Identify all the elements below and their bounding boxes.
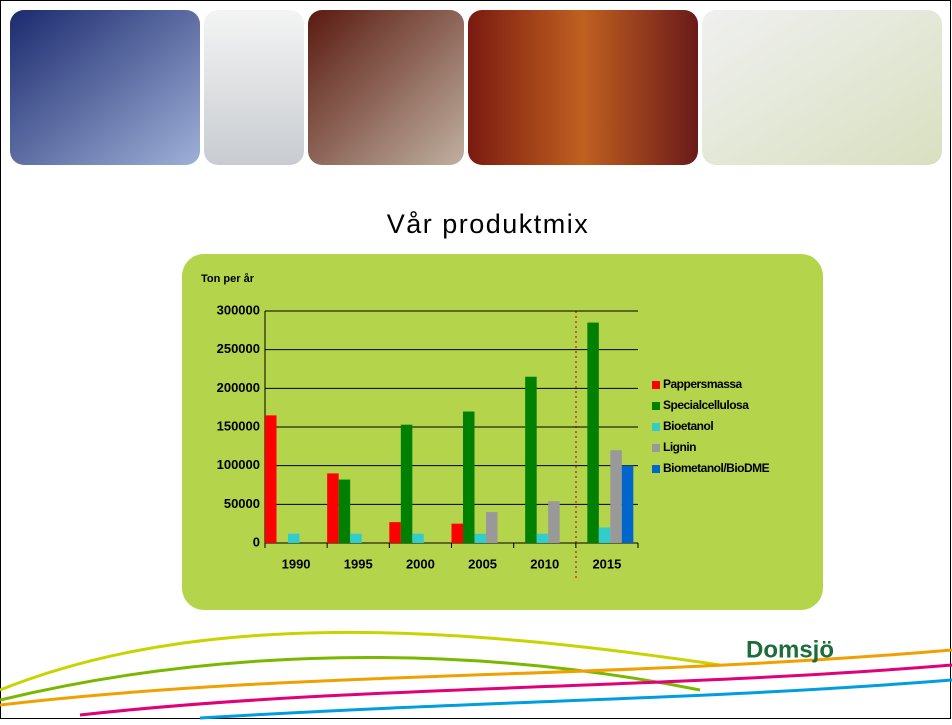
legend-label: Pappersmassa (663, 377, 743, 391)
bar (599, 528, 611, 543)
bar (327, 473, 339, 543)
x-tick-label: 2010 (530, 556, 559, 571)
x-tick-label: 1995 (344, 556, 373, 571)
bar (389, 522, 401, 543)
legend-swatch (652, 423, 660, 431)
y-tick-label: 100000 (217, 457, 260, 472)
bar (339, 480, 351, 543)
y-tick-label: 300000 (217, 302, 260, 317)
y-tick-label: 200000 (217, 380, 260, 395)
bar (452, 524, 464, 543)
x-tick-label: 2015 (592, 556, 621, 571)
bar (486, 512, 498, 543)
bar (525, 377, 537, 543)
chart-panel (182, 254, 823, 610)
legend-label: Specialcellulosa (663, 398, 749, 412)
bar (288, 534, 300, 543)
bar (537, 534, 549, 543)
legend-label: Biometanol/BioDME (663, 461, 770, 475)
legend-swatch (652, 465, 660, 473)
y-tick-label: 50000 (224, 496, 260, 511)
x-tick-label: 2005 (468, 556, 497, 571)
bar (463, 412, 475, 543)
banner (10, 10, 942, 165)
slide: Vår produktmix Ton per år Domsjö 0 50000 1… (0, 0, 952, 720)
bar (610, 450, 622, 543)
legend-swatch (652, 444, 660, 452)
bar (412, 534, 424, 543)
legend-label: Bioetanol (663, 419, 713, 433)
bar (475, 534, 487, 543)
bar (587, 323, 599, 543)
legend-label: Lignin (663, 440, 696, 454)
legend-swatch (652, 381, 660, 389)
bar (265, 415, 277, 543)
legend-swatch (652, 402, 660, 410)
y-tick-label: 150000 (217, 418, 260, 433)
x-tick-label: 1990 (282, 556, 311, 571)
x-tick-label: 2000 (406, 556, 435, 571)
bar (401, 425, 413, 543)
y-axis-label: Ton per år (201, 273, 255, 285)
slide-title: Vår produktmix (387, 209, 590, 239)
y-tick-label: 0 (253, 534, 260, 549)
bar (350, 534, 362, 543)
bar (622, 466, 634, 543)
logo: Domsjö (746, 636, 834, 663)
bar (548, 501, 560, 543)
y-tick-label: 250000 (217, 341, 260, 356)
